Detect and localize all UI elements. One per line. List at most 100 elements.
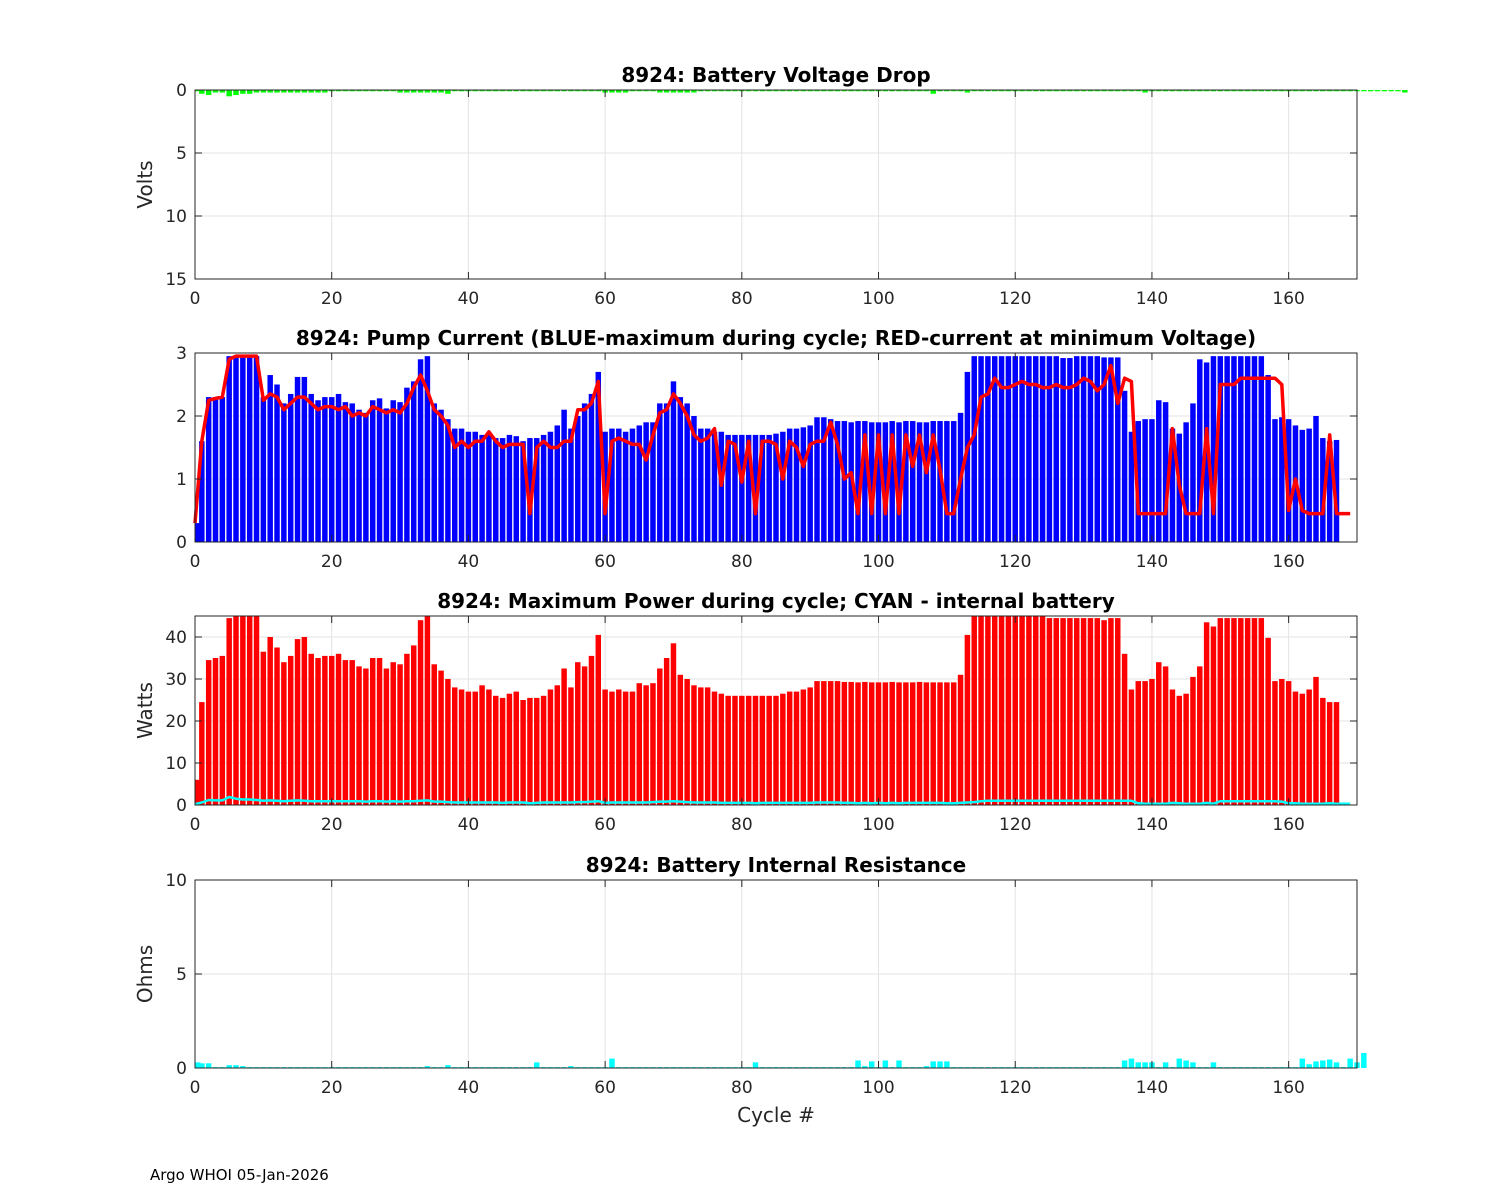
- bar: [663, 403, 670, 542]
- bar: [691, 685, 697, 805]
- bar: [376, 398, 383, 542]
- bar: [1217, 618, 1224, 805]
- bar: [281, 403, 287, 542]
- bar: [807, 425, 813, 542]
- bar: [663, 90, 670, 93]
- bar: [195, 523, 201, 542]
- bar: [1101, 90, 1107, 92]
- bar: [1279, 417, 1285, 542]
- bar: [1080, 90, 1087, 92]
- bar: [1272, 681, 1278, 805]
- y-tick-label: 5: [176, 965, 187, 985]
- bar: [581, 666, 588, 805]
- bar: [506, 693, 513, 805]
- bar: [397, 664, 403, 805]
- bar: [807, 687, 813, 805]
- bar: [417, 620, 424, 805]
- bar: [1156, 662, 1162, 805]
- bar: [595, 371, 602, 542]
- y-tick-label: 20: [165, 712, 187, 732]
- bar: [609, 691, 615, 805]
- bar: [534, 438, 540, 542]
- bar: [513, 436, 519, 542]
- bar: [1115, 618, 1121, 805]
- bar: [909, 682, 916, 805]
- bar: [1251, 618, 1258, 805]
- bar: [301, 90, 308, 93]
- axes-box: [194, 352, 1358, 543]
- footer-label: Argo WHOI 05-Jan-2026: [150, 1166, 329, 1184]
- bar: [1388, 90, 1394, 92]
- bar: [800, 427, 807, 542]
- bar: [1128, 90, 1135, 92]
- bar: [855, 682, 861, 805]
- bar: [732, 434, 738, 542]
- bar: [1169, 689, 1176, 805]
- bar: [465, 691, 472, 805]
- bar: [356, 409, 362, 542]
- bar: [711, 431, 718, 542]
- x-tick-label: 100: [862, 289, 894, 309]
- bar: [1046, 356, 1053, 542]
- bar: [1381, 90, 1388, 92]
- plot-area: [195, 90, 1357, 279]
- bar: [609, 428, 615, 542]
- bar: [1087, 618, 1094, 805]
- x-tick-label: 80: [731, 1078, 753, 1098]
- bar: [773, 695, 779, 805]
- bar: [369, 400, 376, 542]
- bar: [493, 90, 499, 92]
- bar: [650, 683, 656, 805]
- bar: [301, 376, 308, 542]
- bar: [1244, 356, 1251, 542]
- bar: [465, 431, 472, 542]
- bar: [1333, 439, 1340, 542]
- bar: [930, 1061, 936, 1068]
- bar: [636, 683, 643, 805]
- bar: [513, 691, 519, 805]
- bar: [1019, 90, 1025, 92]
- bar: [383, 90, 390, 92]
- bar: [1231, 356, 1237, 542]
- bar: [486, 90, 492, 92]
- bar: [267, 375, 273, 542]
- bar: [527, 697, 533, 805]
- bar: [390, 662, 396, 805]
- bar: [315, 658, 321, 805]
- bar: [998, 90, 1005, 92]
- bar: [1115, 90, 1121, 92]
- bar: [909, 90, 916, 92]
- bar: [1299, 1058, 1306, 1068]
- x-tick-label: 20: [321, 1078, 343, 1098]
- chart-title: 8924: Battery Voltage Drop: [621, 63, 930, 87]
- bar: [725, 90, 731, 92]
- bar: [1115, 357, 1121, 542]
- bar: [575, 90, 581, 92]
- x-tick-label: 80: [731, 289, 753, 309]
- bar: [793, 691, 800, 805]
- bar: [534, 90, 540, 92]
- x-tick-label: 160: [1272, 289, 1304, 309]
- bar: [1162, 90, 1169, 92]
- bar: [786, 90, 793, 92]
- bar: [1190, 1062, 1196, 1068]
- bar: [520, 441, 526, 542]
- bar: [691, 90, 697, 93]
- bar: [1395, 90, 1401, 92]
- bar: [848, 681, 854, 805]
- bar: [1326, 441, 1333, 542]
- bar: [1053, 356, 1059, 542]
- bar: [725, 434, 731, 542]
- bar: [581, 90, 588, 92]
- bar: [404, 387, 410, 542]
- y-axis-label: Watts: [133, 682, 157, 739]
- bar: [1306, 428, 1312, 542]
- bar: [1149, 679, 1155, 805]
- bar: [978, 90, 984, 92]
- x-tick-label: 40: [458, 1078, 480, 1098]
- bar: [1026, 356, 1032, 542]
- bar: [841, 90, 848, 92]
- bar: [1279, 679, 1285, 805]
- bar: [718, 90, 725, 92]
